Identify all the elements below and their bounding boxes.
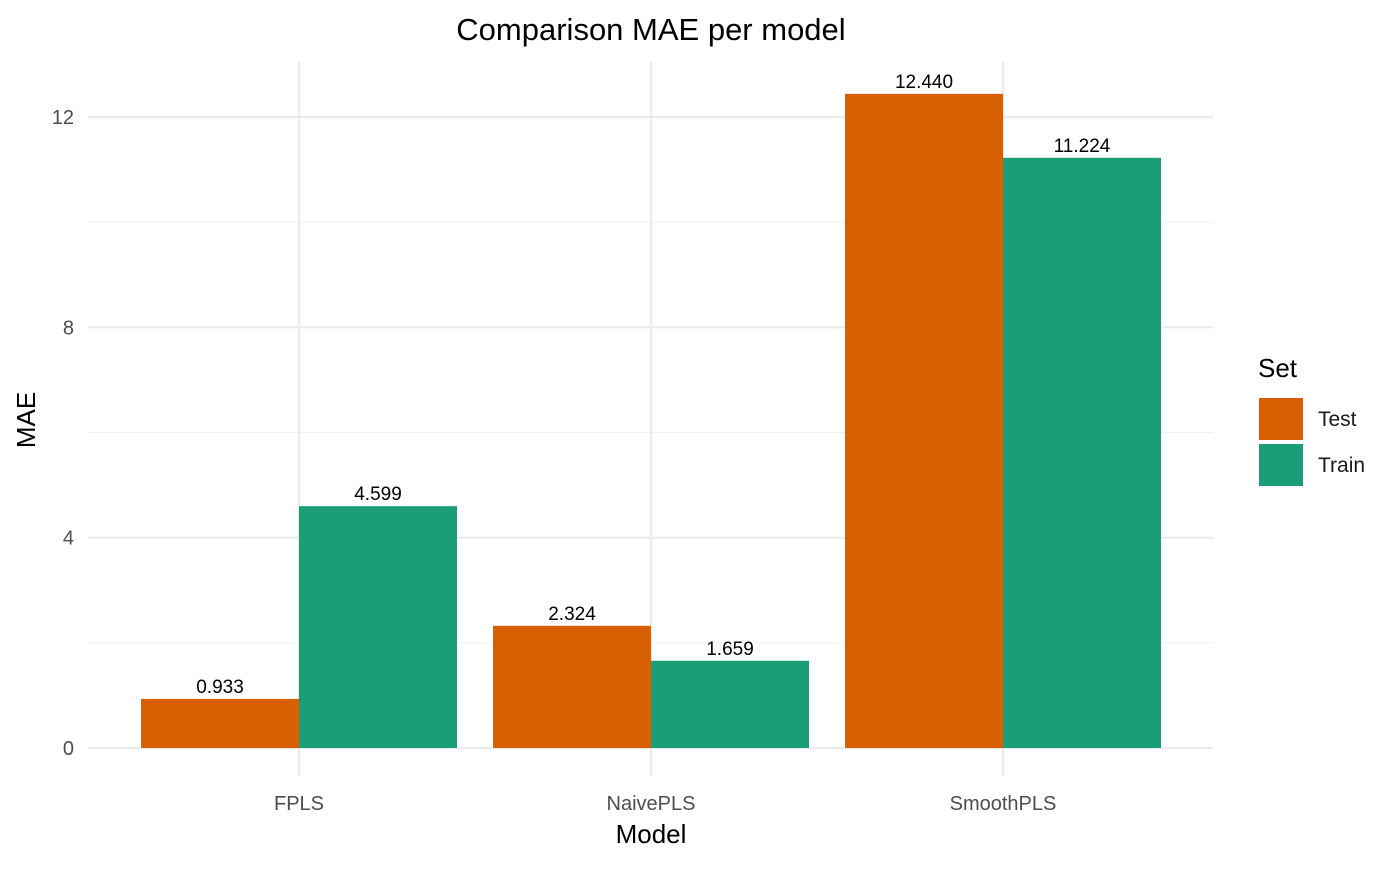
- y-tick-label: 0: [63, 738, 74, 760]
- legend: Set Test Train: [1258, 353, 1365, 486]
- bar-train: [651, 660, 809, 748]
- x-tick-label: FPLS: [274, 793, 324, 815]
- chart-title: Comparison MAE per model: [456, 12, 845, 47]
- y-tick-label: 8: [63, 317, 74, 339]
- legend-title: Set: [1258, 353, 1298, 383]
- data-label-train: 11.224: [1054, 136, 1111, 157]
- x-axis-title: Model: [616, 819, 687, 849]
- data-label-test: 0.933: [196, 677, 244, 698]
- legend-key-train: [1259, 444, 1303, 486]
- bar-test: [141, 698, 299, 748]
- x-tick-label: SmoothPLS: [950, 793, 1057, 815]
- legend-key-test: [1259, 398, 1303, 440]
- data-label-train: 1.659: [706, 639, 754, 660]
- x-tick-label: NaivePLS: [607, 793, 696, 815]
- data-labels: 0.933 2.324 12.440 4.599 1.659 11.224: [196, 72, 1111, 698]
- y-tick-label: 12: [52, 107, 74, 129]
- bar-train: [299, 506, 457, 748]
- data-label-test: 2.324: [548, 604, 596, 625]
- data-label-train: 4.599: [354, 484, 402, 505]
- y-axis-title: MAE: [11, 392, 41, 448]
- legend-label-train: Train: [1318, 454, 1365, 477]
- bars: [141, 93, 1161, 748]
- bar-test: [493, 625, 651, 748]
- y-tick-label: 4: [63, 528, 74, 550]
- bar-test: [845, 93, 1003, 748]
- legend-label-test: Test: [1318, 408, 1357, 431]
- data-label-test: 12.440: [895, 72, 953, 93]
- axes: 0 4 8 12 FPLS NaivePLS SmoothPLS: [52, 107, 1057, 815]
- bar-train: [1003, 157, 1161, 748]
